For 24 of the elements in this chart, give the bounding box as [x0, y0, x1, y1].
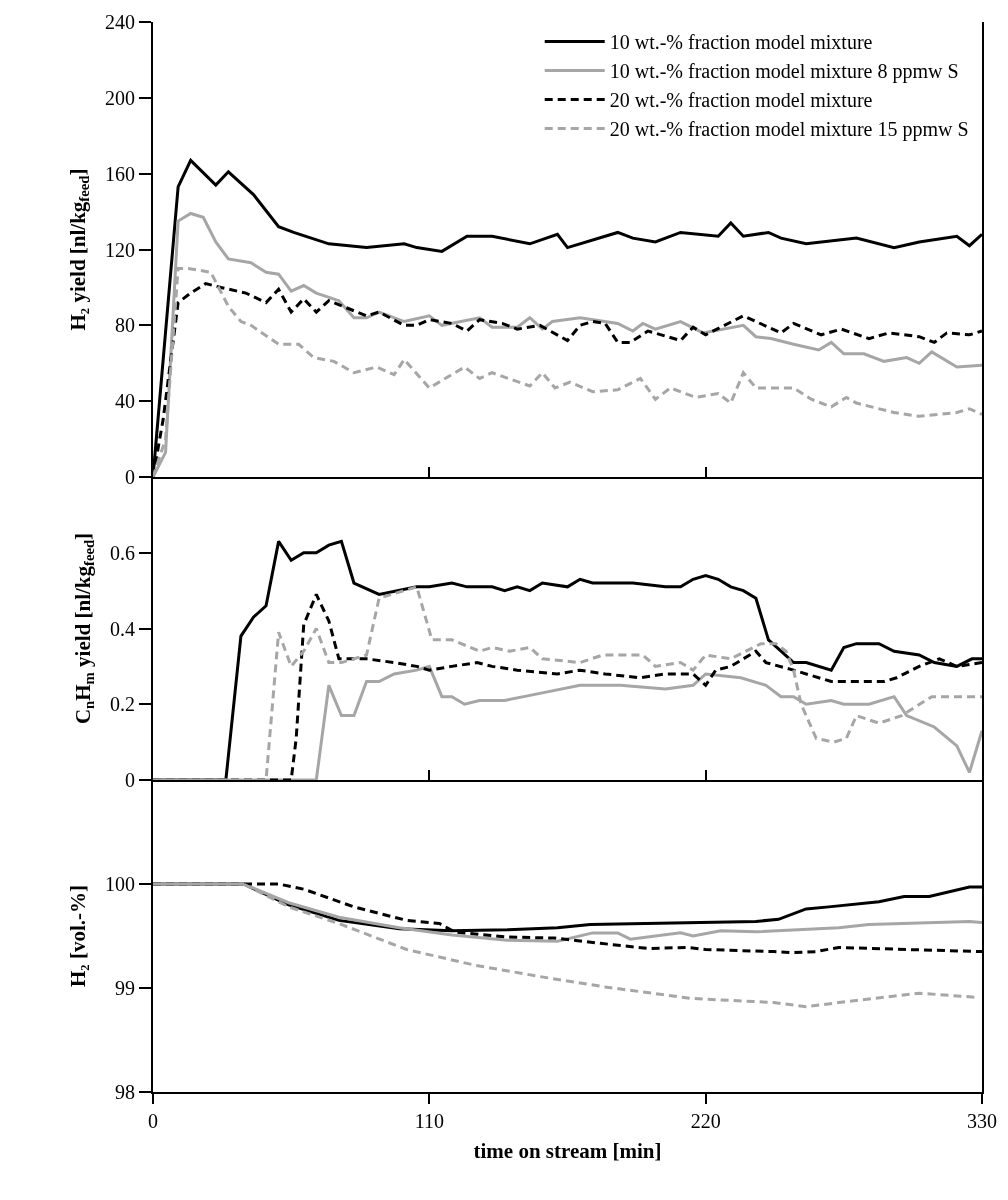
legend-label: 20 wt.-% fraction model mixture — [609, 89, 873, 112]
x-tick-label: 220 — [690, 1110, 721, 1132]
y-tick-label: 40 — [115, 390, 135, 413]
x-tick-label: 110 — [414, 1110, 444, 1132]
legend-label: 10 wt.-% fraction model mixture — [609, 31, 873, 54]
y-tick-label: 0.2 — [110, 693, 135, 716]
y-tick-label: 240 — [105, 11, 135, 33]
y-axis-title: H₂ [vol.-%] — [65, 885, 90, 987]
y-tick-label: 80 — [115, 314, 135, 337]
y-tick-label: 100 — [105, 873, 135, 895]
y-tick-label: 0.4 — [110, 617, 135, 640]
legend-label: 20 wt.-% fraction model mixture 15 ppmw S — [609, 118, 969, 142]
y-tick-label: 0 — [125, 466, 135, 488]
y-tick-label: 120 — [105, 238, 135, 261]
x-tick-label: 330 — [967, 1110, 997, 1132]
legend-label: 10 wt.-% fraction model mixture 8 ppmw S — [609, 60, 959, 84]
y-tick-label: 0.6 — [110, 541, 135, 564]
y-tick-label: 200 — [105, 86, 135, 109]
y-tick-label: 98 — [115, 1081, 135, 1103]
y-tick-label: 99 — [115, 977, 135, 999]
x-tick-label: 0 — [148, 1110, 158, 1132]
x-axis-title: time on stream [min] — [473, 1138, 662, 1163]
y-tick-label: 0 — [125, 769, 135, 791]
y-tick-label: 160 — [105, 162, 135, 185]
